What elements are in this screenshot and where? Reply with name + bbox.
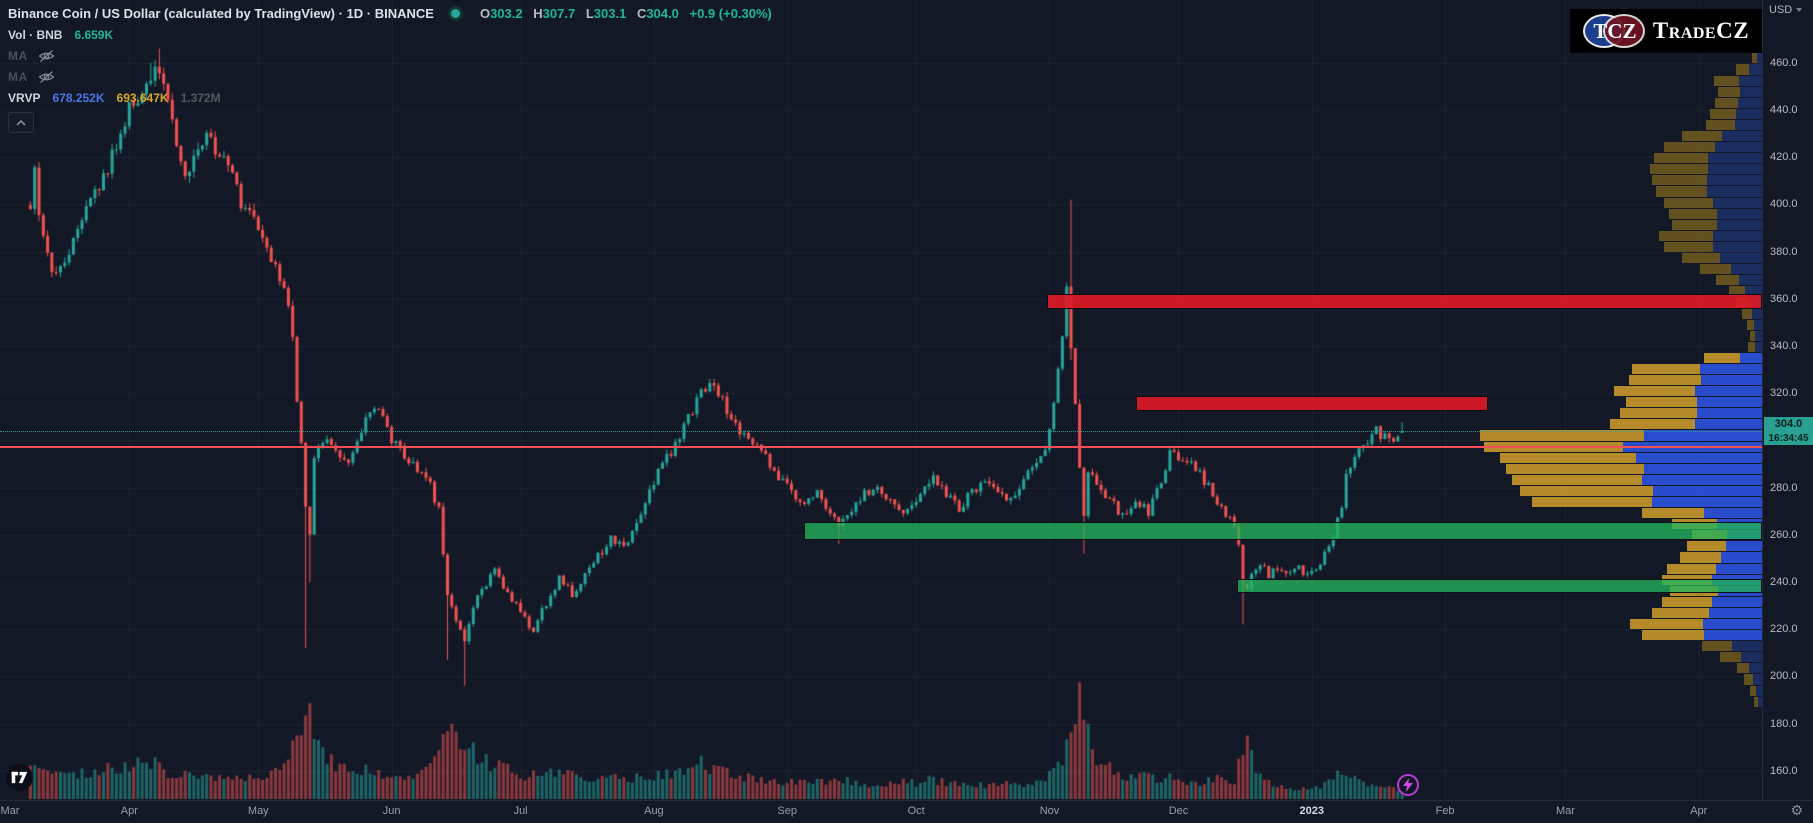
price-tick-label: 340.0 [1770, 339, 1798, 352]
price-tick-label: 320.0 [1770, 387, 1798, 400]
last-price-value: 304.0 [1774, 417, 1803, 430]
time-tick-label: Nov [1039, 805, 1060, 817]
drawing-zones-layer [804, 294, 1762, 593]
ma2-label: MA [8, 69, 28, 84]
vrvp-value-2: 693.647K [116, 90, 169, 105]
price-tick-label: 260.0 [1770, 528, 1798, 541]
price-tick-label: 380.0 [1770, 245, 1798, 258]
vrvp-indicator-label: VRVP [8, 90, 41, 105]
time-tick-label: Oct [907, 805, 925, 817]
ohlc-readout: O303.2 H307.7 L303.1 C304.0 +0.9 (+0.30%… [479, 6, 772, 21]
time-tick-label: Mar [1556, 805, 1575, 817]
change-value: +0.9 (+0.30%) [689, 6, 772, 21]
time-tick-label: Apr [120, 805, 138, 817]
ma1-label: MA [8, 48, 28, 63]
time-tick-label: May [247, 805, 269, 817]
chart-pane-canvas[interactable] [0, 0, 1762, 800]
time-tick-label: Apr [1690, 805, 1708, 817]
quick-trade-lightning-icon[interactable] [1397, 774, 1419, 796]
supply-zone-318[interactable] [1135, 395, 1489, 412]
demand-zone-238[interactable] [1236, 578, 1762, 593]
gear-icon[interactable]: ⚙ [1790, 803, 1803, 819]
legend: Binance Coin / US Dollar (calculated by … [8, 3, 772, 108]
price-tick-label: 440.0 [1770, 103, 1798, 116]
price-tick-label: 200.0 [1770, 670, 1798, 683]
vrvp-value-3: 1.372M [180, 90, 221, 105]
time-tick-label: Dec [1168, 805, 1189, 817]
eye-hidden-icon[interactable] [38, 49, 55, 63]
eye-hidden-icon[interactable] [38, 70, 55, 84]
time-tick-label: Feb [1435, 805, 1455, 817]
price-tick-label: 280.0 [1770, 481, 1798, 494]
price-tick-label: 460.0 [1770, 56, 1798, 69]
vrvp-value-1: 678.252K [52, 90, 105, 105]
last-price-badge: 304.0 16:34:45 [1764, 416, 1813, 445]
price-tick-label: 400.0 [1770, 198, 1798, 211]
volume-indicator-label: Vol · BNB [8, 27, 63, 42]
price-axis[interactable]: USD 304.0 16:34:45 460.0 440.0 420.0 400.0 3… [1762, 0, 1813, 800]
price-tick-label: 240.0 [1770, 575, 1798, 588]
tradecz-watermark-logo: TCZ TradeCZ [1570, 9, 1762, 53]
bar-countdown: 16:34:45 [1768, 432, 1809, 444]
time-tick-label: Aug [644, 805, 664, 817]
time-tick-label: 2023 [1299, 805, 1325, 817]
market-status-icon[interactable] [447, 6, 463, 21]
time-tick-label: Jul [513, 805, 528, 817]
volume-value: 6.659K [74, 27, 114, 42]
tcz-monogram-icon: TCZ [1582, 12, 1647, 50]
currency-selector[interactable]: USD [1769, 4, 1803, 16]
price-tick-label: 160.0 [1770, 764, 1798, 777]
demand-zone-262[interactable] [804, 522, 1762, 540]
tradecz-brand-text: TradeCZ [1652, 18, 1750, 43]
time-tick-label: Mar [0, 805, 20, 817]
chevron-down-icon [1796, 8, 1803, 12]
supply-zone-360[interactable] [1047, 294, 1762, 310]
time-tick-label: Jun [382, 805, 401, 817]
time-axis[interactable]: ⚙ Mar Apr May Jun Jul Aug Sep Oct Nov Dec 2023 Feb M… [0, 800, 1813, 823]
time-tick-label: Sep [777, 805, 797, 817]
horizontal-price-line[interactable] [0, 445, 1762, 448]
price-tick-label: 360.0 [1770, 292, 1798, 305]
price-tick-label: 220.0 [1770, 623, 1798, 636]
price-tick-label: 420.0 [1770, 151, 1798, 164]
legend-collapse-button[interactable] [8, 112, 34, 133]
tradingview-logo[interactable] [6, 764, 33, 791]
price-tick-label: 180.0 [1770, 717, 1798, 730]
symbol-title[interactable]: Binance Coin / US Dollar (calculated by … [8, 6, 434, 21]
